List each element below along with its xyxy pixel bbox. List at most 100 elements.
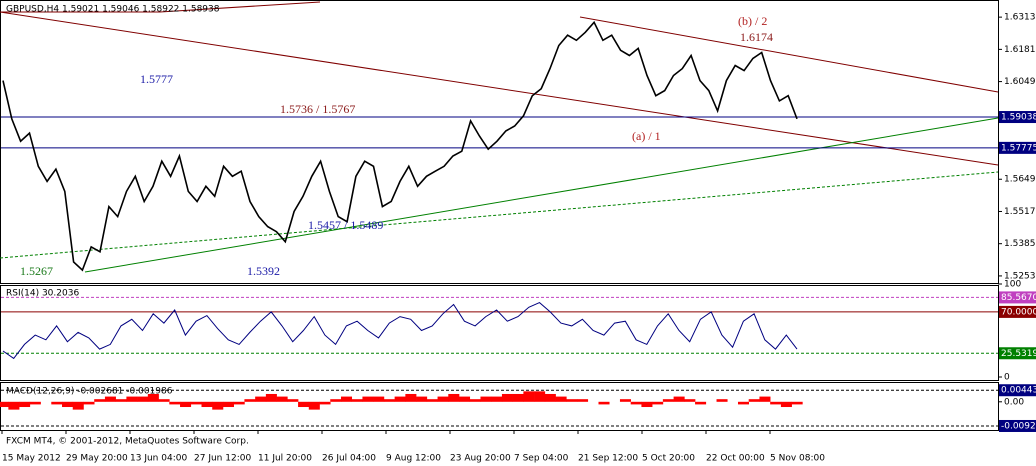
histogram-bar — [62, 401, 74, 408]
histogram-bar — [416, 396, 428, 402]
histogram-bar — [641, 401, 653, 408]
histogram-bar — [373, 396, 385, 402]
y-tick-label: 1.5649 — [1004, 175, 1036, 185]
histogram-bar — [405, 393, 417, 402]
chart-title: GBPUSD,H4 1.59021 1.59046 1.58922 1.5893… — [6, 5, 220, 15]
price-line — [2, 20, 798, 272]
histogram-bar — [566, 399, 578, 402]
level-label-box — [999, 384, 1036, 397]
annotation: 1.6174 — [740, 30, 773, 44]
histogram-bar — [437, 396, 449, 402]
channel-line — [159, 1, 321, 13]
histogram-bar — [426, 399, 438, 402]
histogram-bar — [212, 401, 224, 410]
annotation: 1.5777 — [140, 72, 173, 86]
histogram-bar — [222, 401, 234, 408]
histogram-bar — [94, 399, 106, 402]
price-label: 1.59038 — [1001, 113, 1036, 123]
histogram-bar — [340, 396, 353, 402]
histogram-bar — [115, 399, 127, 402]
histogram-bar — [180, 401, 192, 408]
histogram-bar — [469, 399, 481, 402]
histogram-bar — [298, 401, 310, 408]
histogram-bar — [716, 399, 728, 402]
histogram-bar — [330, 399, 342, 402]
x-tick-label: 15 May 2012 — [2, 454, 61, 464]
histogram-bar — [684, 399, 696, 402]
annotation: (a) / 1 — [632, 129, 661, 143]
level-label-box — [999, 291, 1036, 304]
rsi-title: RSI(14) 30.2036 — [6, 289, 79, 299]
histogram-bar — [759, 396, 771, 402]
level-label-box — [999, 419, 1036, 432]
histogram-bar — [319, 401, 331, 405]
x-tick-label: 11 Jul 20:00 — [258, 454, 312, 464]
histogram-bar — [619, 399, 631, 402]
histogram-bar — [501, 393, 513, 402]
histogram-bar — [8, 401, 20, 410]
histogram-bar — [72, 401, 84, 410]
histogram-bar — [169, 401, 181, 405]
histogram-bar — [383, 399, 395, 402]
level-label-box — [999, 305, 1036, 318]
histogram-bar — [233, 401, 245, 405]
histogram-bar — [534, 391, 546, 402]
y-tick-label: 70.0000 — [1001, 307, 1036, 317]
price-label-box — [999, 111, 1036, 124]
y-tick-label: 1.6313 — [1004, 13, 1036, 23]
histogram-bar — [201, 401, 213, 408]
histogram-bar — [737, 401, 750, 405]
histogram-bar — [29, 401, 41, 405]
y-tick-label: 1.5253 — [1004, 271, 1036, 281]
histogram-bar — [577, 399, 589, 402]
histogram-bar — [0, 401, 9, 408]
histogram-bar — [104, 396, 116, 402]
histogram-bar — [662, 399, 674, 402]
x-tick-label: 29 May 20:00 — [66, 454, 128, 464]
annotation: 1.5736 / 1.5767 — [280, 102, 355, 116]
histogram-bar — [791, 401, 803, 405]
trend-line — [84, 117, 999, 273]
price-label: 1.57775 — [1001, 143, 1036, 153]
y-tick-label: 1.5517 — [1004, 207, 1036, 217]
footer: FXCM MT4, © 2001-2012, MetaQuotes Softwa… — [6, 437, 249, 447]
histogram-bar — [748, 399, 760, 402]
histogram-bar — [126, 396, 138, 402]
annotation: (b) / 2 — [738, 14, 767, 28]
x-tick-label: 27 Jun 12:00 — [194, 454, 251, 464]
histogram-bar — [190, 401, 202, 405]
annotation: 1.5267 — [20, 264, 53, 278]
histogram-bar — [147, 393, 159, 402]
histogram-bar — [448, 393, 460, 402]
rsi-panel — [0, 285, 999, 381]
histogram-bar — [51, 401, 63, 405]
histogram-bar — [19, 401, 31, 408]
y-tick-label: 25.5319 — [1001, 349, 1036, 359]
histogram-bar — [491, 396, 503, 402]
trend-lines — [0, 1, 999, 273]
histogram-bar — [459, 396, 471, 402]
x-tick-label: 13 Jun 04:00 — [130, 454, 187, 464]
histogram-bar — [276, 396, 288, 402]
annotation: 1.5457 / 1.5489 — [308, 218, 383, 232]
histogram-bar — [265, 393, 277, 402]
macd-title: MACD(12,26,9) -0.002681 -0.001986 — [6, 387, 173, 397]
histogram-bar — [770, 401, 782, 405]
histogram-bar — [158, 399, 170, 402]
x-tick-label: 22 Oct 00:00 — [706, 454, 765, 464]
histogram-bar — [652, 401, 664, 405]
histogram-bar — [362, 396, 374, 402]
x-tick-label: 23 Aug 20:00 — [450, 454, 511, 464]
x-tick-label: 21 Sep 12:00 — [578, 454, 638, 464]
histogram-bar — [308, 401, 320, 410]
annotation: 1.5392 — [247, 264, 280, 278]
y-tick-label: 0 — [1004, 373, 1010, 383]
histogram-bar — [555, 396, 567, 402]
y-tick-label: 1.6181 — [1004, 45, 1036, 55]
histogram-bar — [523, 391, 535, 402]
histogram-bar — [630, 401, 642, 405]
y-tick-label: 0.00 — [1004, 397, 1024, 407]
level-label-box — [999, 347, 1036, 360]
y-tick-label: 1.6049 — [1004, 77, 1036, 87]
